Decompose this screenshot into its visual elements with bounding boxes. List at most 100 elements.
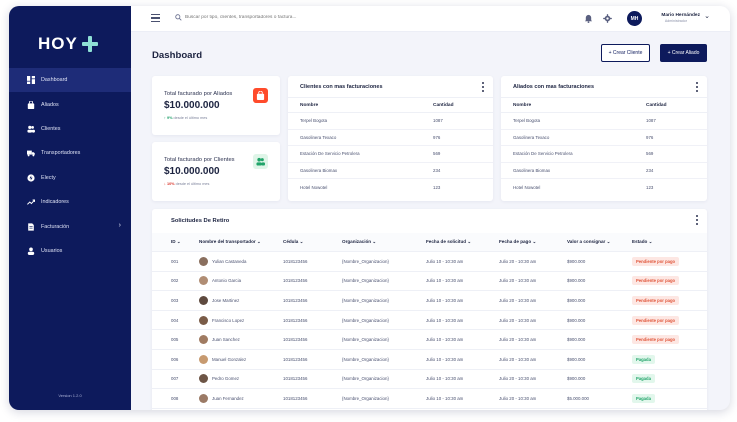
column-header-pay-date[interactable]: Fecha de pago ⌄: [499, 239, 537, 244]
cell-name: Hotel Nowotel: [300, 184, 328, 190]
kpi-delta-down: ↓ 10%: [164, 182, 175, 186]
bell-icon[interactable]: [584, 14, 593, 23]
cell-status: Pendiente por pago: [632, 295, 707, 305]
sidebar-item-indicadores[interactable]: Indicadores: [9, 190, 131, 214]
cell-status: Pagada: [632, 393, 707, 403]
cell-count: 976: [646, 134, 654, 140]
cell-pay-date: Julio 20 - 10:30 am: [499, 376, 537, 382]
table-row[interactable]: 006 Manuel Gonzalez 1018123456 {Nombre_Orga…: [152, 350, 707, 370]
hamburger-menu-icon[interactable]: [151, 14, 160, 23]
table-row[interactable]: Terpel Bogota 1087: [288, 113, 493, 130]
cell-name-text: Manuel Gonzalez: [212, 356, 247, 362]
logo[interactable]: HOY: [38, 34, 98, 54]
sidebar-item-usuarios[interactable]: Usuarios: [9, 239, 131, 263]
status-badge[interactable]: Pendiente por pago: [632, 295, 680, 305]
table-row[interactable]: Hotel Nowotel 123: [501, 179, 707, 196]
status-badge[interactable]: Pagada: [632, 354, 655, 364]
card-title: Solicitudes De Retiro: [171, 218, 230, 224]
cell-value: $900.000: [567, 376, 586, 382]
column-header-request-date[interactable]: Fecha de solicitud ⌄: [426, 239, 472, 244]
cell-count: 123: [646, 184, 654, 190]
column-header-name[interactable]: Nombre del transportador ⌄: [199, 239, 261, 244]
withdrawals-card: Solicitudes De Retiro ID ⌄ Nombre del tr…: [152, 209, 707, 410]
column-header-value[interactable]: Valor a consignar ⌄: [567, 239, 611, 244]
cell-value: $5.000.000: [567, 395, 589, 401]
cell-value: $900.000: [567, 278, 586, 284]
table-row[interactable]: Gasolinera Biomax 234: [501, 163, 707, 179]
cell-name-text: Francisco Lopez: [212, 317, 245, 323]
kebab-menu-icon[interactable]: [695, 82, 698, 92]
table-row[interactable]: Estación De Servicio Petrolera 569: [501, 146, 707, 163]
cell-name-text: Juan Fernandez: [212, 395, 244, 401]
cell-org: {Nombre_Organizacion}: [342, 337, 389, 343]
table-row[interactable]: Gasolinera Biomax 234: [288, 163, 493, 179]
sidebar-item-clientes[interactable]: Clientes: [9, 117, 131, 141]
cell-id: 008: [171, 395, 179, 401]
cell-cedula: 1018123456: [283, 297, 308, 303]
bag-icon: [27, 100, 35, 109]
cell-id: 001: [171, 258, 179, 264]
cell-request-date: Julio 10 - 10:30 am: [426, 337, 464, 343]
user-avatar[interactable]: MH: [627, 11, 642, 26]
sidebar-item-facturacion[interactable]: Facturación ›: [9, 214, 131, 238]
cell-pay-date: Julio 20 - 10:30 am: [499, 278, 537, 284]
table-row[interactable]: 005 Juan Sanchez 1018123456 {Nombre_Organiz…: [152, 330, 707, 350]
cell-status: Pendiente por pago: [632, 315, 707, 325]
cell-name: Yulian Castaneda: [199, 256, 283, 266]
column-header-id[interactable]: ID ⌄: [171, 239, 181, 244]
search-input[interactable]: [185, 15, 385, 20]
cell-value: $900.000: [567, 297, 586, 303]
cell-count: 1087: [646, 118, 656, 124]
sidebar-item-dashboard[interactable]: Dashboard: [9, 68, 131, 93]
column-header-cedula[interactable]: Cédula ⌄: [283, 239, 304, 244]
table-row[interactable]: 008 Juan Fernandez 1018123456 {Nombre_Organ…: [152, 389, 707, 409]
table-body: 001 Yulian Castaneda 1018123456 {Nombre_Org…: [152, 252, 707, 409]
sidebar-item-label: Indicadores: [41, 199, 69, 206]
allies-top-card: Aliados con mas facturaciones Nombre Can…: [501, 76, 707, 201]
table-row[interactable]: 004 Francisco Lopez 1018123456 {Nombre_Orga…: [152, 311, 707, 331]
sidebar-item-label: Electy: [41, 174, 56, 181]
sidebar-item-label: Usuarios: [41, 247, 63, 254]
create-client-button[interactable]: + Crear Cliente: [601, 44, 650, 62]
cell-count: 1087: [433, 118, 443, 124]
gear-icon[interactable]: [603, 14, 612, 23]
kpi-delta-text: desde el último mes: [174, 182, 210, 186]
status-badge[interactable]: Pagada: [632, 374, 655, 384]
bolt-icon: [27, 174, 35, 182]
status-badge[interactable]: Pendiente por pago: [632, 315, 680, 325]
table-header: Nombre Cantidad: [288, 97, 493, 113]
cell-name: Antonio Garcia: [199, 276, 283, 286]
cell-name-text: Yulian Castaneda: [212, 258, 247, 264]
cell-name: Estación De Servicio Petrolera: [300, 151, 360, 157]
sidebar-item-aliados[interactable]: Aliados: [9, 92, 131, 116]
cell-request-date: Julio 10 - 10:30 am: [426, 356, 464, 362]
create-ally-button[interactable]: + Crear Aliado: [660, 44, 707, 62]
table-row[interactable]: Hotel Nowotel 123: [288, 179, 493, 196]
cell-pay-date: Julio 20 - 10:30 am: [499, 317, 537, 323]
table-row[interactable]: 001 Yulian Castaneda 1018123456 {Nombre_Org…: [152, 252, 707, 272]
column-header-org[interactable]: Organización ⌄: [342, 239, 377, 244]
table-row[interactable]: Estación De Servicio Petrolera 569: [288, 146, 493, 163]
sidebar-item-electy[interactable]: Electy: [9, 166, 131, 190]
status-badge[interactable]: Pagada: [632, 393, 655, 403]
table-row[interactable]: 002 Antonio Garcia 1018123456 {Nombre_Organ…: [152, 272, 707, 292]
sidebar-item-label: Facturación: [41, 223, 70, 230]
status-badge[interactable]: Pendiente por pago: [632, 256, 680, 266]
cell-request-date: Julio 10 - 10:30 am: [426, 317, 464, 323]
status-badge[interactable]: Pendiente por pago: [632, 276, 680, 286]
chevron-down-icon[interactable]: ⌄: [704, 13, 710, 20]
table-row[interactable]: Terpel Bogota 1087: [501, 113, 707, 130]
kebab-menu-icon[interactable]: [695, 215, 698, 225]
kebab-menu-icon[interactable]: [481, 82, 484, 92]
cell-count: 569: [433, 151, 441, 157]
table-row[interactable]: Gasolinera Texaco 976: [501, 130, 707, 146]
cell-count: 234: [433, 167, 441, 173]
column-header-status[interactable]: Estado ⌄: [632, 239, 653, 244]
table-header: ID ⌄ Nombre del transportador ⌄ Cédula ⌄…: [152, 233, 707, 252]
users-icon: [253, 154, 268, 169]
status-badge[interactable]: Pendiente por pago: [632, 335, 680, 345]
sidebar-item-transportadores[interactable]: Transportadores: [9, 141, 131, 165]
table-row[interactable]: 007 Pedro Gomez 1018123456 {Nombre_Organiza…: [152, 370, 707, 390]
table-row[interactable]: 003 Jose Martinez 1018123456 {Nombre_Organi…: [152, 291, 707, 311]
table-row[interactable]: Gasolinera Texaco 976: [288, 130, 493, 146]
